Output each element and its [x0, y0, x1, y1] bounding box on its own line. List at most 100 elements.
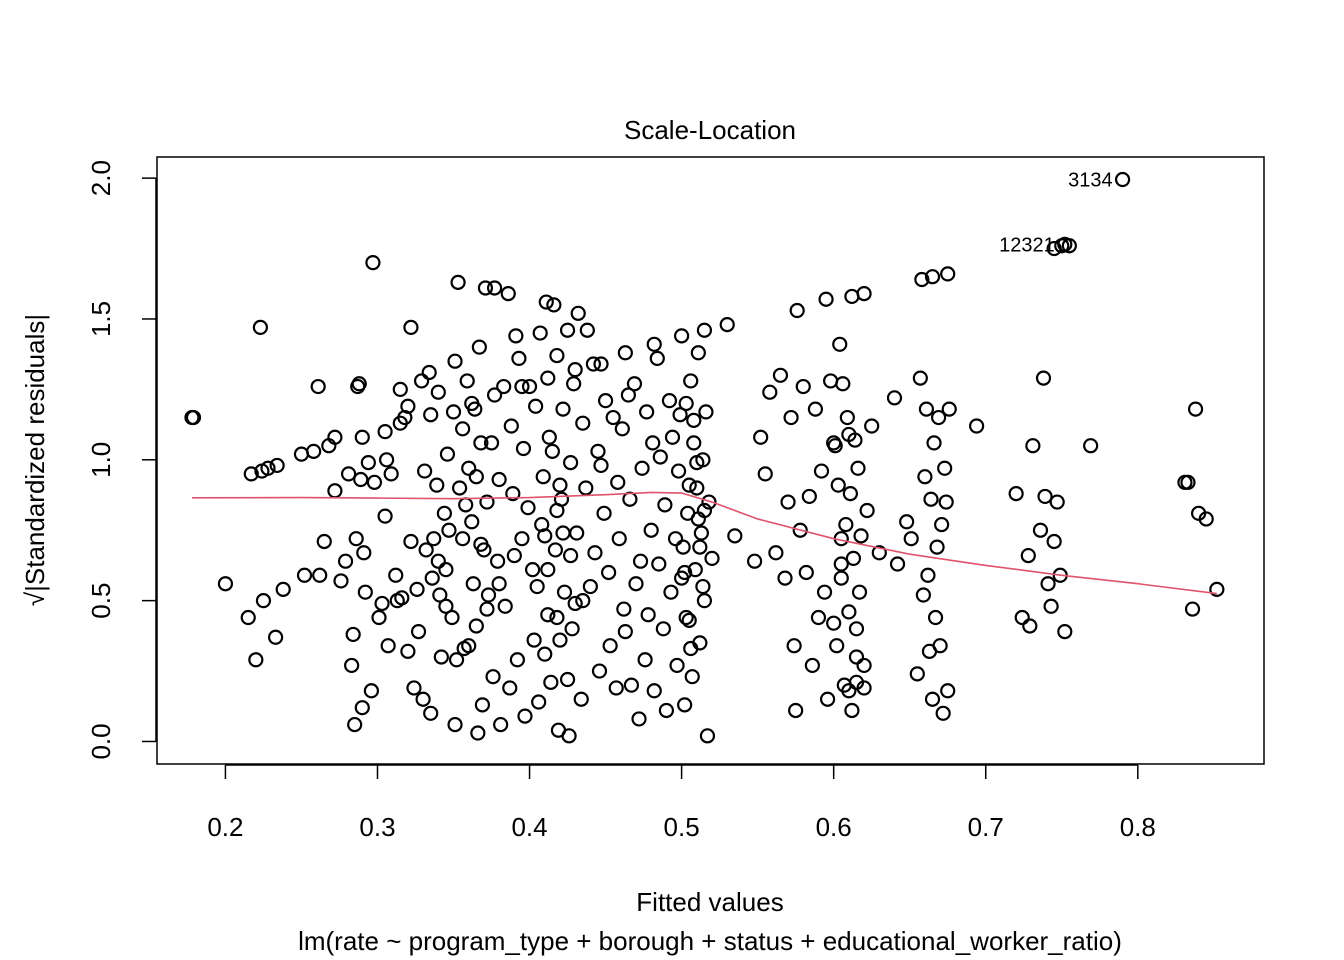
data-point	[667, 531, 684, 547]
data-point	[448, 652, 465, 668]
data-point	[788, 702, 804, 719]
data-point	[844, 702, 860, 719]
data-point	[447, 353, 463, 369]
data-point	[829, 638, 845, 654]
data-point	[1083, 438, 1099, 454]
data-point	[491, 576, 507, 592]
data-point	[379, 452, 395, 468]
data-point	[795, 378, 811, 395]
data-point	[661, 393, 678, 409]
data-point	[447, 716, 463, 733]
data-point	[920, 567, 936, 583]
data-point	[909, 666, 925, 682]
data-point	[514, 531, 530, 547]
data-point	[842, 485, 858, 502]
data-point	[686, 412, 702, 428]
data-point	[696, 502, 713, 519]
data-point	[839, 409, 855, 426]
data-point	[337, 553, 354, 569]
data-point	[655, 621, 671, 637]
data-point	[515, 440, 532, 457]
data-point	[684, 669, 700, 685]
data-point	[678, 395, 694, 412]
data-point	[674, 328, 690, 344]
data-point	[695, 578, 711, 595]
data-point	[616, 601, 632, 617]
data-point	[579, 322, 595, 338]
data-point	[923, 491, 939, 507]
data-point	[394, 590, 410, 606]
data-point	[620, 387, 636, 403]
data-point	[698, 404, 714, 420]
data-point	[602, 638, 618, 654]
data-point	[915, 587, 931, 603]
data-point	[570, 305, 586, 321]
data-point	[640, 607, 656, 623]
data-point	[573, 691, 589, 707]
data-point	[841, 683, 857, 699]
data-point	[538, 294, 554, 310]
data-point	[559, 322, 576, 338]
data-point	[841, 426, 857, 443]
data-point	[380, 638, 396, 654]
data-point	[859, 502, 875, 519]
data-point	[312, 567, 328, 583]
data-point	[486, 280, 503, 296]
data-point	[248, 652, 264, 668]
data-point	[1014, 609, 1030, 626]
data-point	[646, 683, 662, 699]
data-point	[646, 336, 662, 352]
x-tick-label: 0.3	[359, 812, 395, 842]
data-point	[409, 581, 425, 597]
data-point	[689, 480, 705, 496]
data-point	[486, 387, 503, 403]
data-point	[540, 607, 556, 623]
data-point	[403, 533, 419, 550]
data-point	[345, 626, 361, 643]
data-point	[383, 466, 399, 482]
data-point	[678, 609, 694, 626]
data-point	[569, 525, 585, 541]
data-point	[476, 542, 492, 558]
data-point	[356, 545, 372, 561]
y-tick-label: 2.0	[86, 160, 116, 196]
data-point	[1008, 485, 1024, 502]
data-point	[830, 477, 846, 493]
data-point	[845, 550, 862, 566]
data-point	[617, 624, 633, 640]
data-point	[833, 570, 849, 586]
data-point	[559, 671, 576, 688]
data-point	[423, 407, 439, 423]
point-label: 12321	[999, 234, 1055, 256]
data-point	[532, 325, 548, 341]
data-point	[549, 502, 565, 519]
data-point	[1022, 618, 1038, 634]
data-point	[430, 384, 446, 400]
data-point	[798, 564, 814, 581]
data-point	[455, 531, 471, 547]
data-point	[464, 395, 480, 412]
data-point	[926, 435, 942, 451]
x-tick-label: 0.4	[511, 812, 547, 842]
data-point	[366, 474, 383, 490]
data-point	[432, 587, 448, 603]
data-point	[851, 584, 868, 600]
data-point	[506, 547, 522, 564]
data-point	[418, 542, 434, 558]
data-point	[541, 429, 557, 445]
y-tick-label: 1.5	[86, 301, 116, 337]
data-point	[912, 370, 928, 386]
x-tick-label: 0.2	[207, 812, 243, 842]
data-point	[465, 576, 481, 592]
data-point	[639, 404, 655, 420]
data-point	[377, 424, 393, 440]
data-point	[677, 697, 693, 713]
data-point	[260, 460, 276, 476]
data-point	[240, 609, 256, 626]
data-point	[590, 443, 606, 459]
data-point	[535, 469, 551, 485]
data-point	[810, 609, 827, 626]
data-point	[461, 638, 477, 654]
data-point	[566, 376, 582, 392]
labeled-point	[1057, 236, 1073, 252]
